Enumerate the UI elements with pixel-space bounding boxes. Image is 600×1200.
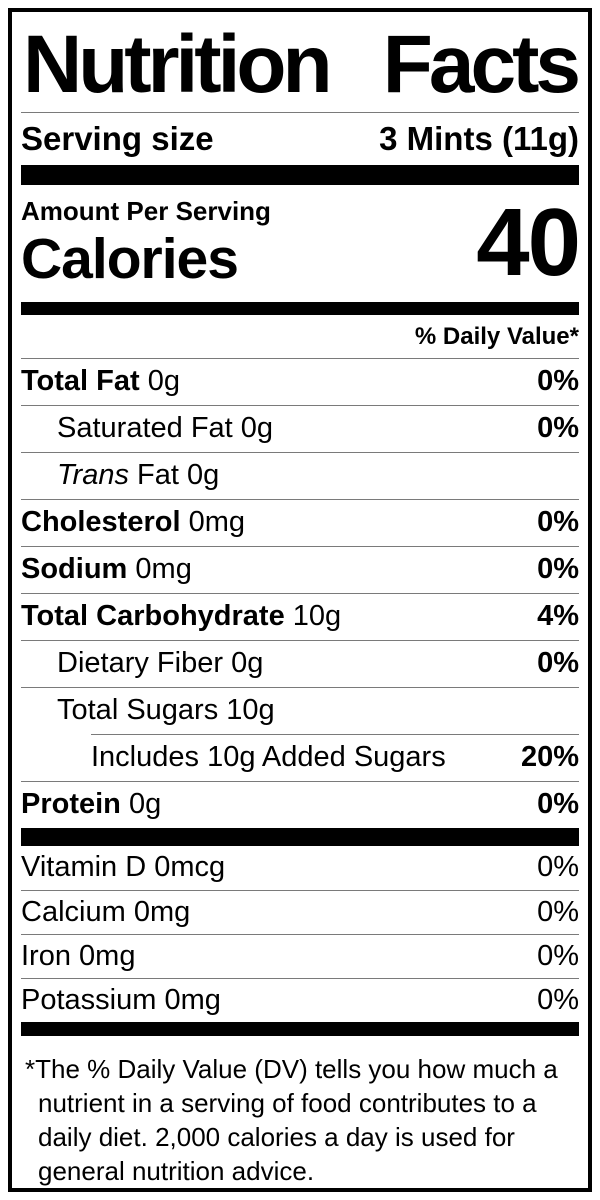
nutrient-amount: 0g	[231, 647, 264, 680]
vitamin-row-potassium: Potassium 0mg 0%	[21, 978, 579, 1022]
vitamin-name: Calcium 0mg	[21, 895, 191, 929]
nutrient-name: Total Sugars 10g	[21, 694, 275, 727]
nutrient-name: Total Fat 0g	[21, 365, 181, 398]
nutrient-daily-value: 0%	[537, 506, 579, 539]
nutrient-label: Protein	[21, 788, 121, 821]
vitamin-daily-value: 0%	[537, 939, 579, 972]
nutrient-label: Fat	[137, 459, 179, 492]
nutrient-label: Saturated Fat	[57, 412, 233, 445]
nutrient-row-protein: Protein 0g 0%	[21, 781, 579, 828]
nutrient-amount: 0g	[147, 365, 181, 398]
nutrient-daily-value: 0%	[537, 365, 579, 398]
vitamin-daily-value: 0%	[537, 983, 579, 1016]
amount-per-serving-label: Amount Per Serving	[21, 196, 271, 227]
nutrient-row-trans-fat: Trans Fat 0g	[21, 452, 579, 499]
nutrient-name: Dietary Fiber 0g	[21, 647, 264, 680]
nutrient-row-cholesterol: Cholesterol 0mg 0%	[21, 499, 579, 546]
nutrient-label: Sodium	[21, 553, 128, 586]
vitamin-daily-value: 0%	[537, 895, 579, 928]
nutrient-name: Trans Fat 0g	[21, 459, 220, 492]
vitamin-label: Vitamin D	[21, 851, 147, 884]
nutrient-amount: 0g	[240, 412, 274, 445]
vitamin-label: Potassium	[21, 983, 157, 1016]
daily-value-header: % Daily Value*	[414, 322, 579, 350]
nutrient-amount: 0g	[187, 459, 220, 492]
nutrient-name: Protein 0g	[21, 788, 162, 821]
nutrient-row-saturated-fat: Saturated Fat 0g 0%	[21, 405, 579, 452]
footnote-asterisk: *	[25, 1054, 36, 1084]
section-divider-bar-thick	[21, 164, 579, 185]
daily-value-footnote: *The % Daily Value (DV) tells you how mu…	[21, 1036, 579, 1188]
calories-section: Amount Per Serving Calories 40	[21, 185, 581, 302]
nutrient-name: Includes 10g Added Sugars	[91, 741, 446, 774]
nutrient-name: Cholesterol 0mg	[21, 506, 246, 539]
nutrient-amount: 10g	[226, 694, 275, 727]
nutrient-label: Cholesterol	[21, 506, 181, 539]
calories-left-column: Amount Per Serving Calories	[21, 195, 271, 291]
nutrient-daily-value: 0%	[537, 647, 579, 680]
nutrient-row-total-carbohydrate: Total Carbohydrate 10g 4%	[21, 593, 579, 640]
section-divider-bar-medium	[21, 302, 579, 316]
vitamin-name: Vitamin D 0mcg	[21, 851, 226, 884]
nutrient-name: Total Carbohydrate 10g	[21, 600, 342, 633]
nutrient-amount: 0mg	[135, 553, 192, 586]
serving-size-value: 3 Mints (11g)	[379, 120, 579, 158]
calories-label: Calories	[21, 226, 239, 291]
nutrient-label: Total Fat	[21, 365, 140, 398]
nutrient-daily-value: 0%	[537, 788, 579, 821]
nutrient-name: Sodium 0mg	[21, 553, 192, 586]
title-word-nutrition: Nutrition	[23, 19, 333, 111]
vitamin-daily-value: 0%	[537, 851, 579, 884]
section-divider-bar-medium	[21, 1022, 579, 1036]
vitamin-row-calcium: Calcium 0mg 0%	[21, 890, 579, 934]
nutrient-name: Saturated Fat 0g	[21, 412, 274, 445]
nutrient-daily-value: 0%	[537, 553, 579, 586]
nutrient-row-total-fat: Total Fat 0g 0%	[21, 358, 579, 405]
nutrition-facts-label: Nutrition Facts Serving size 3 Mints (11…	[8, 8, 592, 1192]
nutrient-label: Dietary Fiber	[57, 647, 223, 680]
nutrient-label: Includes 10g Added Sugars	[91, 741, 446, 774]
footnote-text: The % Daily Value (DV) tells you how muc…	[35, 1054, 558, 1186]
nutrient-daily-value: 0%	[537, 412, 579, 445]
serving-size-row: Serving size 3 Mints (11g)	[21, 113, 579, 164]
nutrient-daily-value: 4%	[537, 600, 579, 633]
vitamin-amount: 0mg	[133, 895, 191, 928]
vitamin-name: Iron 0mg	[21, 939, 136, 973]
nutrient-amount: 0g	[128, 788, 162, 821]
vitamin-row-iron: Iron 0mg 0%	[21, 934, 579, 978]
vitamin-amount: 0mcg	[154, 851, 226, 884]
vitamin-name: Potassium 0mg	[21, 983, 221, 1017]
nutrient-row-total-sugars: Total Sugars 10g	[21, 687, 579, 734]
nutrition-facts-title: Nutrition Facts	[21, 12, 581, 114]
vitamin-amount: 0mg	[164, 983, 221, 1016]
nutrient-row-dietary-fiber: Dietary Fiber 0g 0%	[21, 640, 579, 687]
vitamin-label: Iron	[21, 939, 71, 972]
nutrient-label: Total Sugars	[57, 694, 219, 727]
nutrient-row-sodium: Sodium 0mg 0%	[21, 546, 579, 593]
calories-value: 40	[476, 189, 581, 297]
nutrient-amount: 0mg	[188, 506, 246, 539]
nutrient-row-added-sugars: Includes 10g Added Sugars 20%	[91, 734, 579, 781]
title-word-facts: Facts	[382, 19, 581, 111]
nutrient-daily-value: 20%	[520, 741, 579, 774]
vitamin-amount: 0mg	[79, 939, 136, 972]
vitamin-label: Calcium	[21, 895, 126, 928]
nutrient-label: Total Carbohydrate	[21, 600, 285, 633]
section-divider-bar-thick	[21, 828, 579, 846]
nutrient-label-italic: Trans	[57, 459, 129, 492]
serving-size-label: Serving size	[21, 120, 214, 158]
nutrient-amount: 10g	[292, 600, 342, 633]
vitamin-row-vitamin-d: Vitamin D 0mcg 0%	[21, 846, 579, 890]
